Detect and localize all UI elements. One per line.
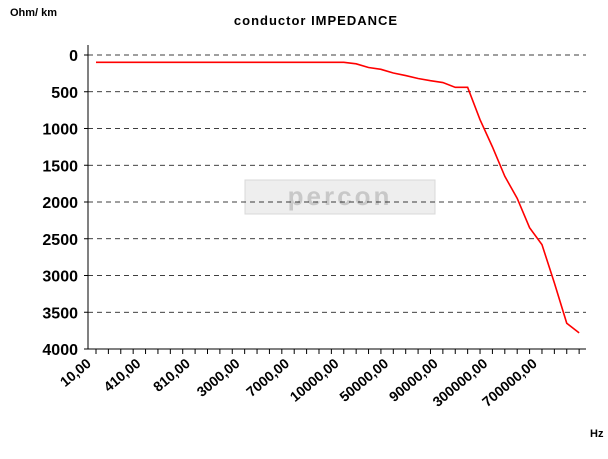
y-tick-label: 0 [69,48,78,65]
watermark-box [244,179,436,215]
y-tick-label: 500 [51,85,78,102]
chart-title: conductor IMPEDANCE [234,13,398,28]
watermark: percon [288,181,393,211]
y-axis-label: Ohm/ km [10,7,57,19]
y-tick-label: 2500 [42,232,78,249]
y-tick-label: 1000 [42,122,78,139]
y-tick-label: 1500 [42,158,78,175]
y-tick-label: 2000 [42,195,78,212]
line-series [96,61,580,334]
x-axis-label: Hz [590,428,604,440]
y-tick-label: 4000 [42,342,78,359]
y-tick-label: 3500 [42,305,78,322]
y-tick-label: 3000 [42,269,78,286]
